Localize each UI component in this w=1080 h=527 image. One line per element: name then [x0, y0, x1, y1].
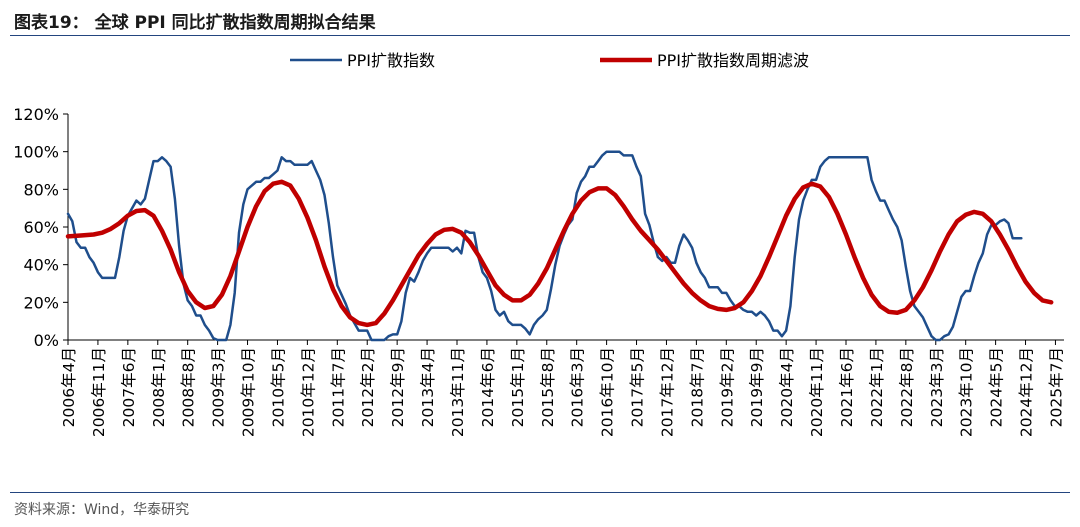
line-chart: PPI扩散指数 PPI扩散指数周期滤波 0% 20% 40% 60% 80% 100% 120…	[13, 51, 1065, 437]
x-tick-label: 2009年10月	[240, 347, 258, 437]
series-ppi-diffusion-index	[66, 150, 1023, 342]
x-tick-label: 2013年11月	[449, 347, 467, 437]
plot-area	[65, 150, 1054, 342]
x-tick-label: 2016年3月	[569, 347, 587, 427]
y-tick-label: 120%	[13, 105, 59, 124]
x-tick-label: 2020年11月	[808, 347, 826, 437]
y-tick-label: 40%	[23, 256, 59, 275]
x-tick-label: 2008年1月	[150, 347, 168, 427]
top-divider	[10, 35, 1070, 36]
y-tick-label: 60%	[23, 218, 59, 237]
x-tick-label: 2015年1月	[509, 347, 527, 427]
x-tick-label: 2024年5月	[988, 347, 1006, 427]
x-tick-label: 2017年5月	[629, 347, 647, 427]
x-tick-label: 2015年8月	[539, 347, 557, 427]
x-tick-label: 2025年7月	[1047, 347, 1065, 427]
x-tick-label: 2012年9月	[389, 347, 407, 427]
y-axis: 0% 20% 40% 60% 80% 100% 120%	[13, 105, 69, 350]
x-tick-label: 2016年10月	[599, 347, 617, 437]
x-tick-label: 2013年4月	[419, 347, 437, 427]
x-tick-label: 2011年7月	[329, 347, 347, 427]
series-ppi-cycle-filter	[65, 179, 1054, 328]
x-tick-label: 2018年7月	[688, 347, 706, 427]
x-tick-label: 2010年5月	[269, 347, 287, 427]
x-tick-label: 2022年1月	[868, 347, 886, 427]
x-tick-label: 2009年3月	[210, 347, 228, 427]
x-tick-label: 2024年12月	[1018, 347, 1036, 437]
x-tick-label: 2021年6月	[838, 347, 856, 427]
legend-label: PPI扩散指数	[347, 51, 435, 70]
x-tick-label: 2006年4月	[60, 347, 78, 427]
x-axis: 2006年4月 2006年11月 2007年6月 2008年1月 2008年8月 2009…	[60, 339, 1065, 437]
x-tick-label: 2017年12月	[658, 347, 676, 437]
x-tick-label: 2023年10月	[958, 347, 976, 437]
x-tick-label: 2020年4月	[778, 347, 796, 427]
legend-label: PPI扩散指数周期滤波	[657, 51, 809, 70]
x-tick-label: 2019年9月	[748, 347, 766, 427]
x-tick-label: 2022年8月	[898, 347, 916, 427]
bottom-divider	[10, 492, 1070, 493]
legend: PPI扩散指数 PPI扩散指数周期滤波	[290, 51, 809, 70]
x-tick-label: 2019年2月	[718, 347, 736, 427]
source-note: 资料来源：Wind，华泰研究	[14, 502, 190, 518]
y-tick-label: 0%	[34, 331, 59, 350]
y-tick-label: 80%	[23, 180, 59, 199]
x-tick-label: 2006年11月	[90, 347, 108, 437]
chart-title: 图表19： 全球 PPI 同比扩散指数周期拟合结果	[14, 13, 376, 33]
x-tick-label: 2023年3月	[928, 347, 946, 427]
x-tick-label: 2007年6月	[120, 347, 138, 427]
x-tick-label: 2010年12月	[299, 347, 317, 437]
x-tick-label: 2012年2月	[359, 347, 377, 427]
x-tick-label: 2008年8月	[180, 347, 198, 427]
x-tick-label: 2014年6月	[479, 347, 497, 427]
y-tick-label: 100%	[13, 143, 59, 162]
y-tick-label: 20%	[23, 293, 59, 312]
